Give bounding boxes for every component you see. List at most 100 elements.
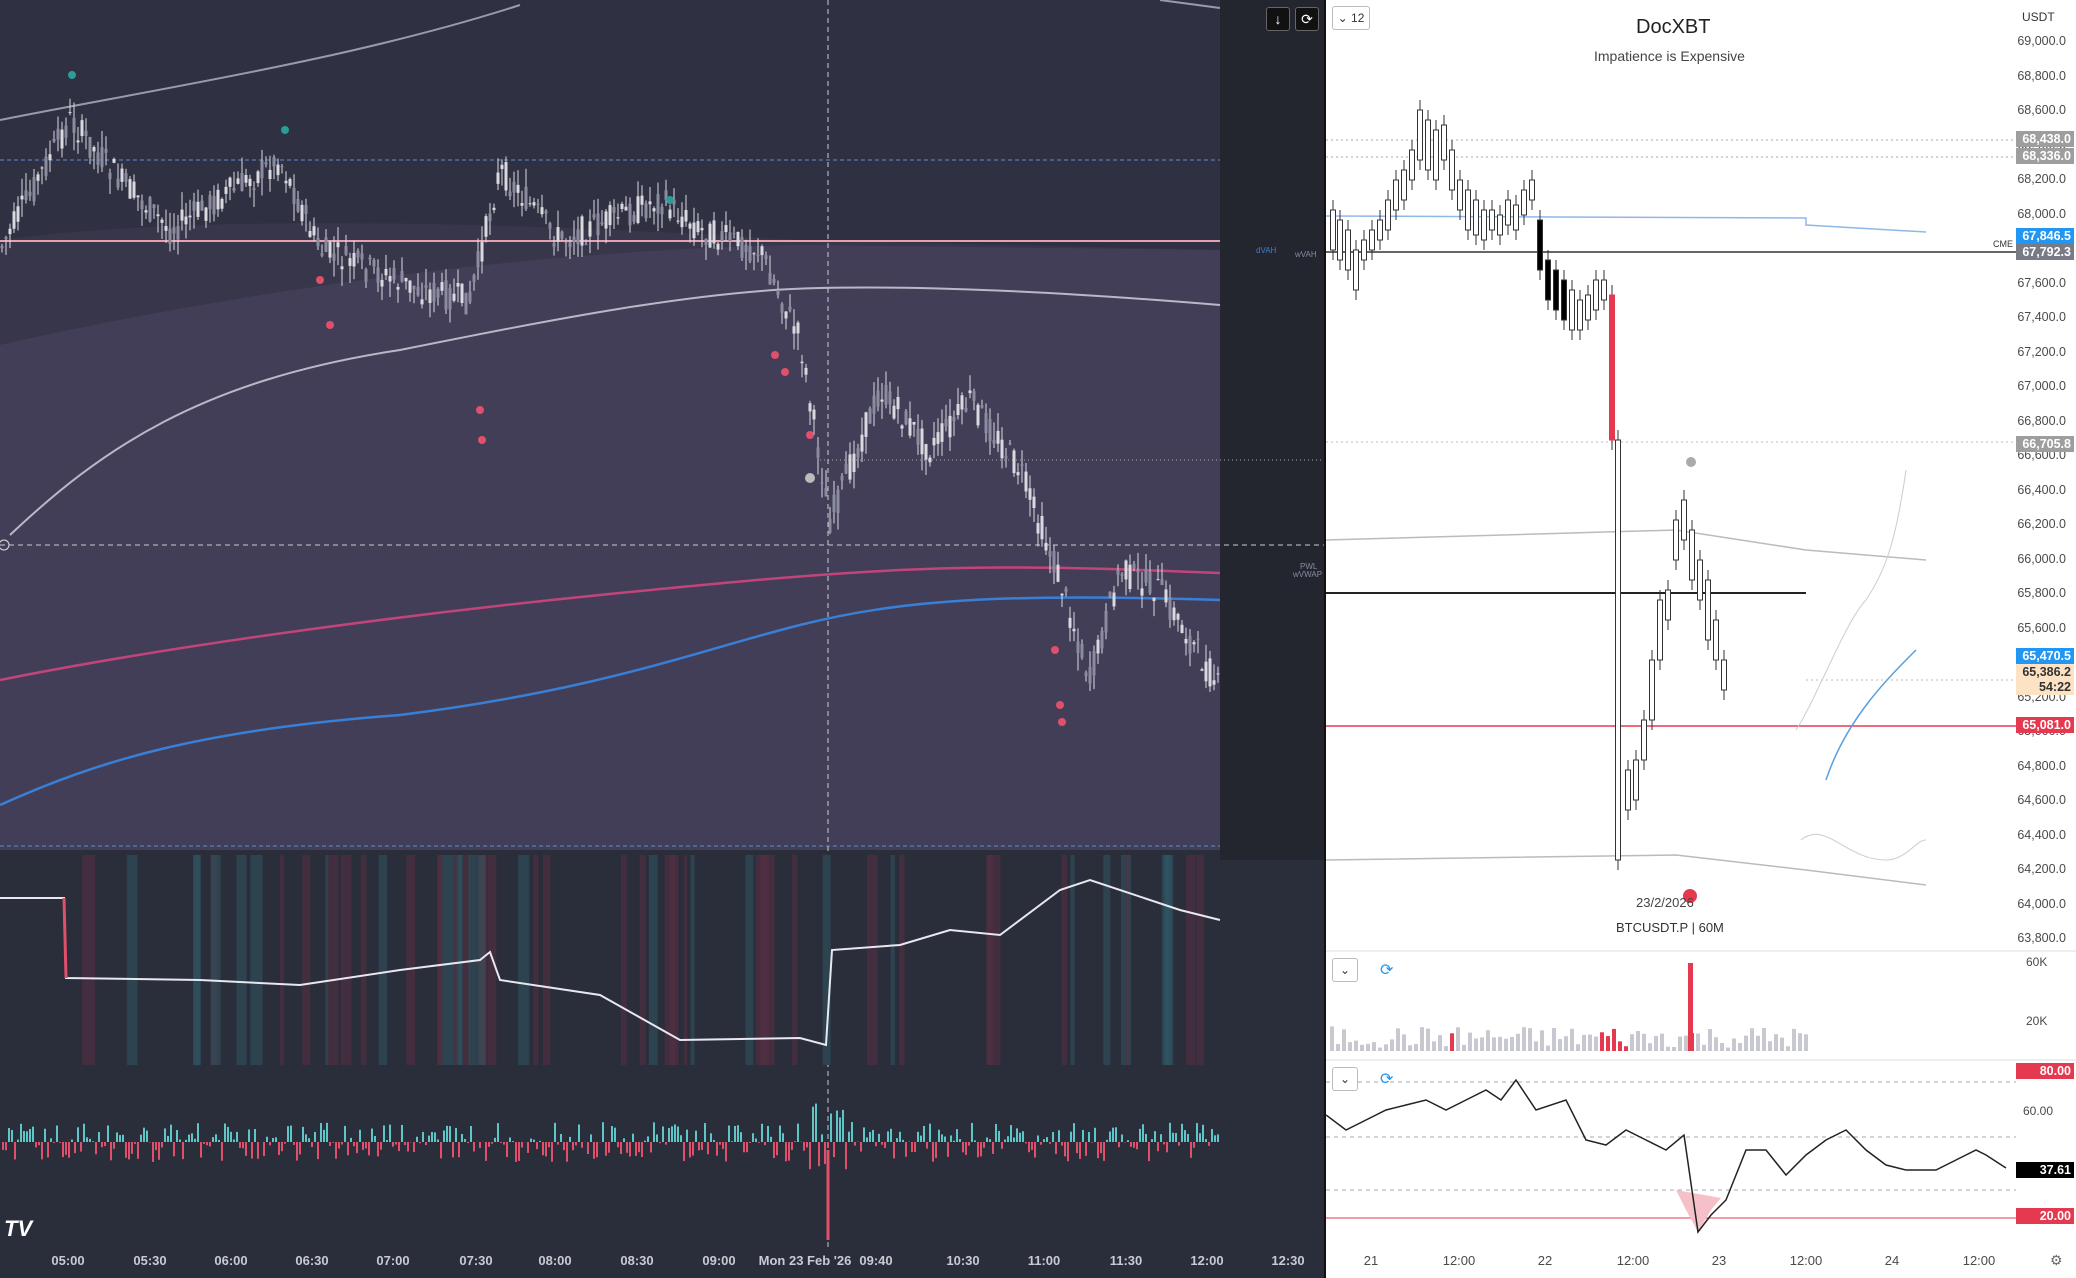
candle-body (104, 148, 108, 153)
candle-body (1144, 568, 1148, 583)
candle-body (592, 214, 596, 218)
delta-bar (875, 1142, 877, 1147)
candle-body (1713, 619, 1719, 661)
interval-selector[interactable]: ⌄ 12 (1332, 6, 1370, 30)
delta-bar (644, 1140, 646, 1142)
delta-bar (758, 1142, 760, 1143)
candle-body (540, 207, 544, 215)
main-chart-pane[interactable]: ↓ ⟳ dVAH wVAH PWL wVWAP TV 05:00 05:30 06:… (0, 0, 1324, 1278)
pivot-marker (1058, 718, 1066, 726)
candle-body (444, 280, 448, 310)
download-button[interactable]: ↓ (1266, 7, 1290, 31)
candle-body (804, 367, 808, 375)
upper-deviation-line (0, 4, 521, 121)
candle-body (708, 223, 712, 248)
settings-gear-icon[interactable]: ⚙ (2050, 1252, 2063, 1268)
delta-bar (167, 1135, 169, 1142)
candle-body (1016, 472, 1020, 476)
candle-body (1633, 759, 1639, 801)
delta-bar (137, 1142, 139, 1159)
candle-body (844, 463, 848, 474)
candle-body (188, 215, 192, 218)
price-chart-canvas[interactable] (0, 0, 1324, 1278)
delta-bar (125, 1142, 127, 1158)
delta-bar (146, 1130, 148, 1142)
rsi-collapse-button[interactable]: ⌄ (1332, 1067, 1358, 1091)
time-axis-label: 12:00 (1962, 1253, 1996, 1268)
delta-bar (896, 1138, 898, 1142)
delta-bar (485, 1142, 487, 1161)
delta-bar (1073, 1123, 1075, 1142)
candle-body (1615, 439, 1621, 861)
delta-bar (92, 1141, 94, 1142)
btc-chart-canvas[interactable] (1326, 0, 2076, 1278)
candle-body (780, 303, 784, 313)
delta-bar (854, 1142, 856, 1146)
delta-bar (416, 1136, 418, 1142)
delta-bar (515, 1142, 517, 1162)
candle-body (760, 246, 764, 256)
candle-body (1140, 588, 1144, 596)
candle-body (728, 232, 732, 242)
rsi-settings-icon[interactable]: ⟳ (1380, 1071, 1394, 1088)
delta-bar (773, 1142, 775, 1159)
candle-body (536, 203, 540, 205)
delta-bar (965, 1142, 967, 1155)
delta-bar (698, 1142, 700, 1151)
volume-bar (1480, 1037, 1484, 1051)
pivot-marker (771, 351, 779, 359)
delta-bar (890, 1128, 892, 1142)
delta-bar (398, 1142, 400, 1152)
delta-bar (638, 1142, 640, 1153)
candle-body (676, 220, 680, 222)
session-highlight (533, 855, 539, 1065)
delta-bar (824, 1142, 826, 1165)
delta-bar (479, 1142, 481, 1149)
candle-body (196, 201, 200, 217)
refresh-button[interactable]: ⟳ (1295, 7, 1319, 31)
delta-bar (1178, 1142, 1180, 1146)
delta-bar (119, 1135, 121, 1142)
delta-bar (413, 1142, 415, 1152)
candle-body (1681, 499, 1687, 541)
candle-body (208, 195, 212, 210)
candle-body (116, 178, 120, 188)
delta-bar (938, 1129, 940, 1142)
volume-bar (1726, 1047, 1730, 1051)
delta-bar (641, 1142, 643, 1158)
candle-body (224, 186, 228, 194)
candle-body (696, 221, 700, 233)
candle-body (420, 299, 424, 305)
delta-bar (980, 1142, 982, 1157)
candle-body (56, 128, 60, 140)
candle-body (216, 189, 220, 210)
delta-bar (629, 1142, 631, 1157)
pivot-marker (316, 276, 324, 284)
secondary-chart-pane[interactable]: ⌄ 12 DocXBT Impatience is Expensive USDT… (1326, 0, 2076, 1278)
time-axis-label: 06:00 (214, 1253, 248, 1268)
candle-body (1068, 617, 1072, 628)
delta-bar (914, 1142, 916, 1152)
candle-body (1020, 464, 1024, 466)
candle-body (792, 326, 796, 334)
candle-body (100, 147, 104, 168)
volume-settings-icon[interactable]: ⟳ (1380, 962, 1394, 979)
delta-bar (1163, 1142, 1165, 1145)
delta-bar (131, 1142, 133, 1154)
candle-body (884, 384, 888, 405)
volume-collapse-button[interactable]: ⌄ (1332, 958, 1358, 982)
candle-body (1641, 719, 1647, 761)
delta-bar (116, 1132, 118, 1142)
delta-bar (569, 1136, 571, 1142)
candle-body (920, 428, 924, 455)
volume-bar (1768, 1041, 1772, 1051)
chevron-down-icon: ⌄ (1339, 963, 1351, 977)
session-highlight (192, 855, 201, 1065)
candle-body (0, 245, 4, 249)
delta-bar (1055, 1142, 1057, 1154)
delta-bar (188, 1134, 190, 1142)
pane-divider[interactable] (1324, 0, 1326, 1278)
candle-body (384, 268, 388, 276)
refresh-icon: ⟳ (1301, 11, 1313, 27)
session-highlight (664, 855, 676, 1065)
